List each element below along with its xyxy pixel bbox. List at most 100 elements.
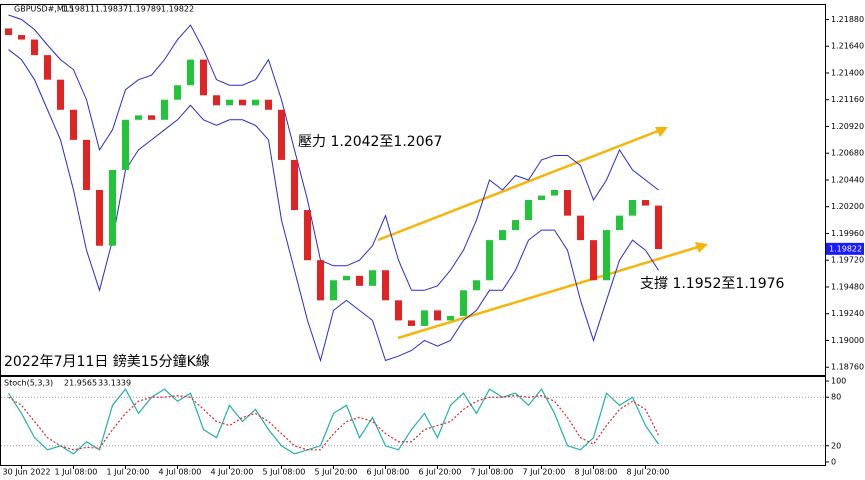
header-open: 1.19811 xyxy=(62,5,95,14)
y-tick-label: 1.21160 xyxy=(831,95,864,104)
candle xyxy=(31,39,38,56)
candle xyxy=(304,210,311,261)
stoch-title: Stoch(5,3,3) xyxy=(4,379,53,388)
x-tick-label: 7 Jul 20:00 xyxy=(523,468,566,477)
candle xyxy=(642,200,649,206)
x-tick-label: 8 Jul 20:00 xyxy=(627,468,670,477)
upper-band xyxy=(8,14,659,291)
price-box xyxy=(826,242,864,255)
candle xyxy=(486,240,493,281)
x-tick-label: 30 Jun 2022 xyxy=(3,468,51,477)
header: GBPUSD#,M15 1.19811 1.19837 1.19789 1.19… xyxy=(14,5,194,14)
x-tick-label: 7 Jul 08:00 xyxy=(471,468,514,477)
candle xyxy=(109,169,116,246)
x-tick-label: 6 Jul 20:00 xyxy=(419,468,462,477)
y-tick-label: 0 xyxy=(831,457,836,466)
y-tick-label: 100 xyxy=(831,377,846,386)
stoch-frame xyxy=(0,376,826,466)
annotation: 壓力 1.2042至1.2067 xyxy=(298,134,442,150)
x-tick-label: 1 Jul 20:00 xyxy=(107,468,150,477)
candle xyxy=(83,139,90,190)
price-frame xyxy=(0,4,826,376)
candle xyxy=(148,115,155,120)
candle xyxy=(538,195,545,201)
candle xyxy=(5,28,12,36)
candle xyxy=(603,230,610,281)
annotation: 2022年7月11日 鎊美15分鐘K線 xyxy=(4,353,210,370)
annotation: 支撐 1.1952至1.1976 xyxy=(640,276,785,292)
candle xyxy=(330,280,337,301)
x-tick-label: 4 Jul 20:00 xyxy=(211,468,254,477)
candle xyxy=(239,99,246,106)
candle xyxy=(369,270,376,286)
candle xyxy=(343,275,350,281)
candle xyxy=(395,300,402,321)
candle xyxy=(408,320,415,326)
candle xyxy=(161,99,168,120)
arrowhead xyxy=(655,127,668,137)
y-tick-label: 20 xyxy=(831,441,841,450)
candle xyxy=(57,79,64,110)
candle xyxy=(551,190,558,196)
candle xyxy=(122,119,129,170)
lower-band xyxy=(8,49,659,363)
y-tick-label: 1.19240 xyxy=(831,309,864,318)
x-tick-label: 4 Jul 08:00 xyxy=(159,468,202,477)
x-tick-label: 6 Jul 08:00 xyxy=(367,468,410,477)
stoch-main: 21.9565 xyxy=(64,379,97,388)
candle xyxy=(564,190,571,216)
header-close: 1.19822 xyxy=(161,5,194,14)
y-tick-label: 1.20680 xyxy=(831,149,864,158)
channel xyxy=(377,127,708,340)
y-tick-label: 1.19480 xyxy=(831,282,864,291)
candle xyxy=(252,99,259,106)
candle xyxy=(265,99,272,110)
arrowhead xyxy=(695,242,708,253)
price-label: 1.19822 xyxy=(829,244,862,253)
candle xyxy=(629,200,636,216)
candle xyxy=(135,115,142,120)
x-tick-label: 8 Jul 08:00 xyxy=(575,468,618,477)
y-tick-label: 1.20920 xyxy=(831,122,864,131)
candle xyxy=(616,215,623,231)
y-tick-label: 1.19960 xyxy=(831,229,864,238)
candle xyxy=(356,275,363,286)
x-tick-label: 5 Jul 20:00 xyxy=(315,468,358,477)
y-tick-label: 1.19000 xyxy=(831,336,864,345)
candle xyxy=(70,109,77,140)
candle xyxy=(460,290,467,316)
header-high: 1.19837 xyxy=(95,5,128,14)
candle xyxy=(382,270,389,301)
candle xyxy=(187,59,194,86)
candle xyxy=(317,260,324,301)
y-tick-label: 1.21640 xyxy=(831,42,864,51)
candle xyxy=(200,59,207,96)
candle xyxy=(18,35,25,40)
candle xyxy=(577,215,584,241)
y-tick-label: 1.20200 xyxy=(831,202,864,211)
y-tick-label: 1.18760 xyxy=(831,363,864,372)
symbol: GBPUSD#,M15 xyxy=(14,5,74,14)
candle xyxy=(512,220,519,231)
candle xyxy=(226,99,233,106)
y-tick-label: 1.19720 xyxy=(831,256,864,265)
stoch-line xyxy=(8,394,660,451)
candle xyxy=(174,85,181,100)
resistance-line xyxy=(377,129,659,242)
candle xyxy=(525,200,532,221)
candle xyxy=(291,159,298,211)
stoch-signal: 33.1339 xyxy=(98,379,131,388)
candle xyxy=(213,95,220,106)
candle xyxy=(421,310,428,326)
x-tick-label: 5 Jul 08:00 xyxy=(263,468,306,477)
candle xyxy=(44,55,51,80)
candle xyxy=(447,315,454,321)
support-line xyxy=(397,245,699,340)
y-tick-label: 1.21880 xyxy=(831,15,864,24)
candle xyxy=(96,190,103,246)
candle xyxy=(278,109,285,160)
candle xyxy=(499,230,506,241)
y-tick-label: 1.20440 xyxy=(831,175,864,184)
candle xyxy=(655,205,662,250)
